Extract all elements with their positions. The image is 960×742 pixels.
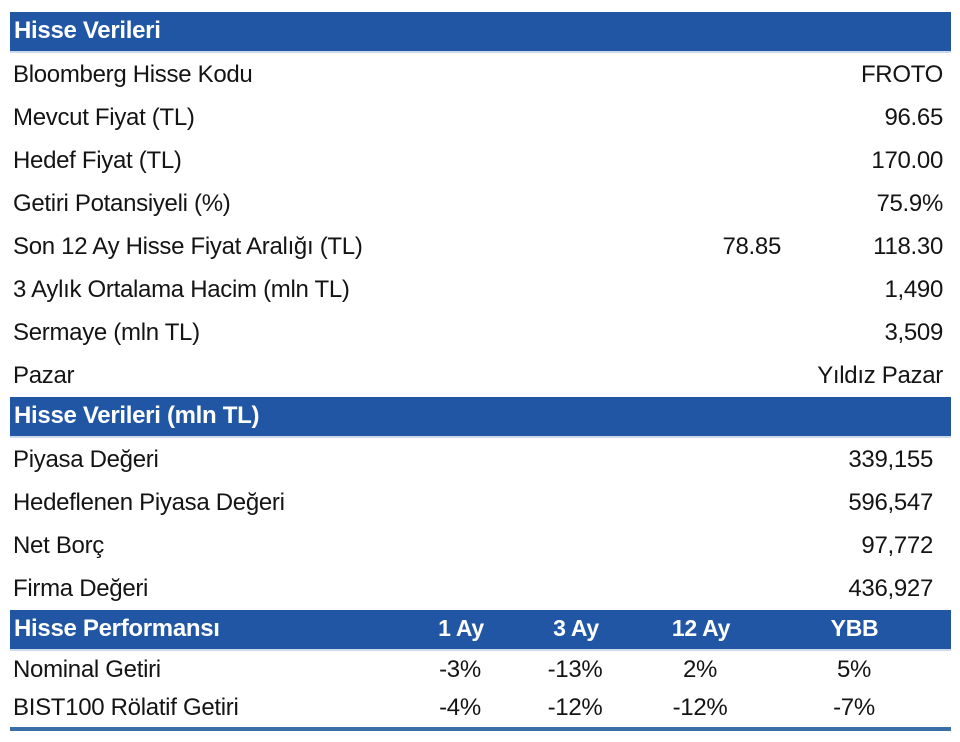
table-row: Sermaye (mln TL) 3,509	[10, 311, 951, 354]
row-label: 3 Aylık Ortalama Hacim (mln TL)	[13, 275, 350, 303]
section-header-hisse-verileri: Hisse Verileri	[10, 12, 951, 53]
perf-value-12ay: 2%	[682, 656, 718, 683]
row-value: 436,927	[848, 574, 933, 602]
row-value: 596,547	[848, 488, 933, 516]
perf-value-3ay: -12%	[547, 694, 603, 721]
perf-value-1ay: -3%	[439, 656, 481, 683]
row-value-low: 78.85	[722, 232, 781, 260]
row-value: 96.65	[884, 103, 943, 131]
table-row: Hedeflenen Piyasa Değeri 596,547	[10, 481, 951, 524]
table-row: Firma Değeri 436,927	[10, 567, 951, 610]
row-value-high: 118.30	[873, 232, 943, 260]
row-label: Bloomberg Hisse Kodu	[13, 60, 253, 88]
card-content: Hisse Verileri Bloomberg Hisse Kodu FROT…	[10, 12, 951, 731]
section-title: Hisse Verileri	[14, 16, 161, 44]
row-label: Pazar	[13, 361, 75, 389]
row-label: Hedeflenen Piyasa Değeri	[13, 488, 285, 516]
row-label: Mevcut Fiyat (TL)	[13, 103, 195, 131]
table-row: Bloomberg Hisse Kodu FROTO	[10, 53, 951, 96]
row-label: BIST100 Rölatif Getiri	[13, 694, 239, 721]
section-title: Hisse Verileri (mln TL)	[14, 401, 260, 429]
row-label: Hedef Fiyat (TL)	[13, 146, 182, 174]
row-value: 339,155	[848, 445, 933, 473]
perf-value-3ay: -13%	[547, 656, 603, 683]
table-row: Getiri Potansiyeli (%) 75.9%	[10, 182, 951, 225]
row-value: FROTO	[860, 60, 943, 88]
table-row-price-range: Son 12 Ay Hisse Fiyat Aralığı (TL) 78.85…	[10, 225, 951, 268]
row-value: 170.00	[871, 146, 943, 174]
bottom-divider	[10, 727, 951, 731]
row-label: Net Borç	[13, 531, 104, 559]
table-row: Piyasa Değeri 339,155	[10, 438, 951, 481]
column-header-3ay: 3 Ay	[553, 615, 599, 641]
performance-row: Nominal Getiri -3% -13% 2% 5%	[10, 651, 951, 689]
table-row: Mevcut Fiyat (TL) 96.65	[10, 96, 951, 139]
row-label: Nominal Getiri	[13, 656, 161, 683]
section-title: Hisse Performansı	[14, 614, 220, 642]
section-header-hisse-verileri-mln: Hisse Verileri (mln TL)	[10, 397, 951, 438]
column-header-12ay: 12 Ay	[671, 615, 731, 641]
table-row: Hedef Fiyat (TL) 170.00	[10, 139, 951, 182]
row-value: 3,509	[884, 318, 943, 346]
row-value: Yıldız Pazar	[817, 361, 943, 389]
row-label: Sermaye (mln TL)	[13, 318, 200, 346]
perf-value-12ay: -12%	[672, 694, 728, 721]
performance-row: BIST100 Rölatif Getiri -4% -12% -12% -7%	[10, 689, 951, 727]
column-header-ybb: YBB	[830, 615, 879, 641]
row-label: Firma Değeri	[13, 574, 149, 602]
table-row: 3 Aylık Ortalama Hacim (mln TL) 1,490	[10, 268, 951, 311]
perf-value-ybb: -7%	[833, 694, 875, 721]
table-row: Pazar Yıldız Pazar	[10, 354, 951, 397]
section2-rows: Piyasa Değeri 339,155 Hedeflenen Piyasa …	[10, 438, 951, 610]
row-value: 97,772	[861, 531, 933, 559]
row-label: Piyasa Değeri	[13, 445, 159, 473]
perf-value-1ay: -4%	[439, 694, 481, 721]
row-label: Son 12 Ay Hisse Fiyat Aralığı (TL)	[13, 232, 363, 260]
row-value: 75.9%	[876, 189, 943, 217]
table-row: Net Borç 97,772	[10, 524, 951, 567]
perf-value-ybb: 5%	[836, 656, 872, 683]
section-header-hisse-performansi: Hisse Performansı 1 Ay 3 Ay 12 Ay YBB	[10, 610, 951, 651]
column-header-1ay: 1 Ay	[438, 615, 484, 641]
row-value: 1,490	[884, 275, 943, 303]
row-label: Getiri Potansiyeli (%)	[13, 189, 231, 217]
